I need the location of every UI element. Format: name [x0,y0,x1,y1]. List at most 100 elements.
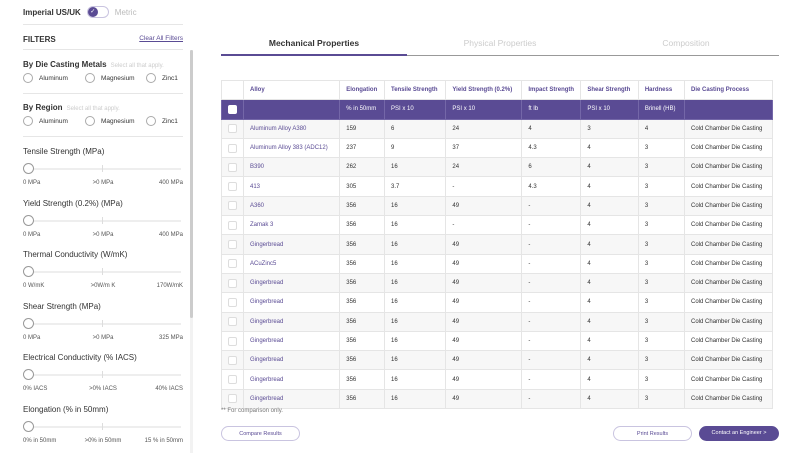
column-header[interactable]: Shear Strength [580,79,639,101]
row-checkbox[interactable] [228,259,237,269]
alloy-link[interactable]: 413 [242,176,341,197]
column-header[interactable]: Tensile Strength [383,79,447,101]
alloy-link[interactable]: Gingerbread [242,350,341,371]
alloy-link[interactable]: Gingerbread [242,272,341,294]
compare-results-button[interactable]: Compare Results [221,426,300,441]
slider-min-label: 0 MPa [23,180,41,186]
alloy-link[interactable]: Gingerbread [242,388,341,410]
radio-zinc1[interactable]: Zinc1 [146,116,178,126]
alloy-link[interactable]: B390 [242,157,341,178]
radio-label: Magnesium [101,74,135,82]
radio-zinc1[interactable]: Zinc1 [146,73,178,83]
table-cell: 16 [383,253,447,274]
row-checkbox[interactable] [228,162,237,172]
slider-thumb[interactable] [23,317,34,329]
range-slider[interactable] [23,214,183,227]
column-header[interactable]: Impact Strength [521,79,582,101]
column-header[interactable]: Yield Strength (0.2%) [445,79,523,101]
print-results-button[interactable]: Print Results [613,426,692,441]
column-header[interactable]: Die Casting Process [684,79,773,101]
slider-thumb[interactable] [23,266,34,277]
scrollbar-thumb[interactable] [190,50,193,318]
table-row: 413 305 3.7-4.3 4 3 Cold Chamber Die Casting [221,176,773,197]
table-cell: 49 [445,234,523,255]
range-slider[interactable] [23,369,183,381]
radio-magnesium[interactable]: Magnesium [85,73,135,83]
alloy-link[interactable]: Gingerbread [242,311,341,332]
range-slider[interactable] [23,163,183,175]
filters-title: FILTERS [23,35,56,44]
row-checkbox[interactable] [228,317,237,327]
table-cell: Cold Chamber Die Casting [684,292,773,313]
row-select-cell [221,176,244,197]
select-all-cell [221,99,244,120]
alloy-link[interactable]: A360 [242,195,341,217]
radio-aluminum[interactable]: Aluminum [23,116,68,126]
row-checkbox[interactable] [228,143,237,153]
unit-toggle[interactable]: ✓ [86,6,109,18]
row-checkbox[interactable] [228,124,237,134]
table-cell: 16 [383,215,447,236]
slider-thumb[interactable] [23,214,34,226]
slider-title: Thermal Conductivity (W/mK) [23,250,128,259]
column-header[interactable]: Elongation [339,79,385,101]
row-checkbox[interactable] [228,375,237,385]
clear-all-filters-link[interactable]: Clear All Filters [139,35,183,42]
table-row: Zamak 3 356 16- -4 3 Cold Chamber Die Casting [221,215,773,236]
slider-thumb[interactable] [23,369,34,380]
unit-toggle-row: Imperial US/UK ✓ Metric [23,6,137,18]
slider-thumb[interactable] [23,420,34,432]
table-cell: - [521,292,582,313]
row-checkbox[interactable] [228,182,237,192]
tab-mechanical-properties[interactable]: Mechanical Properties [268,38,360,48]
contact-engineer-button[interactable]: Contact an Engineer > [699,426,779,441]
alloy-link[interactable]: Gingerbread [242,292,341,313]
table-cell: 4 [580,176,639,197]
alloy-link[interactable]: Aluminum Alloy 383 (ADC12) [242,137,341,159]
row-checkbox[interactable] [228,278,237,288]
range-slider[interactable] [23,420,183,433]
row-checkbox[interactable] [228,220,237,230]
row-checkbox[interactable] [228,297,237,307]
alloy-link[interactable]: ACuZinc5 [242,253,341,274]
tab-physical-properties[interactable]: Physical Properties [463,38,537,48]
table-cell: 237 [339,137,385,159]
tab-composition[interactable]: Composition [662,38,710,48]
slider-title: Elongation (% in 50mm) [23,404,109,414]
select-all-checkbox[interactable] [228,104,237,114]
row-checkbox[interactable] [228,355,237,365]
slider-tick [102,371,103,378]
row-checkbox[interactable] [228,201,237,211]
alloy-link[interactable]: Aluminum Alloy A380 [242,118,341,139]
table-row: Aluminum Alloy 383 (ADC12) 237 9 37 4.3 4 3 Col… [221,137,773,159]
table-cell: 16 [383,292,447,313]
radio-aluminum[interactable]: Aluminum [23,73,68,83]
table-cell: 3 [637,234,686,255]
alloy-link[interactable]: Gingerbread [242,234,341,255]
slider-thumb[interactable] [23,163,34,174]
table-cell: Cold Chamber Die Casting [684,215,773,236]
alloy-link[interactable]: Gingerbread [242,330,341,352]
range-slider[interactable] [23,317,183,330]
row-select-cell [221,388,244,410]
table-cell: 4 [580,330,639,352]
alloy-link[interactable]: Gingerbread [242,369,341,390]
row-checkbox[interactable] [228,336,237,346]
sidebar-scrollbar[interactable] [190,50,193,453]
divider [23,136,183,137]
range-slider[interactable] [23,266,183,278]
radio-label: Zinc1 [162,74,178,82]
table-cell: 3 [637,272,686,294]
table-row: Gingerbread 356 16 49-4 3 Cold Chamber Die Ca… [221,311,773,332]
table-cell: Cold Chamber Die Casting [684,388,773,410]
slider-max-label: 400 MPa [158,231,183,238]
alloy-link[interactable]: Zamak 3 [242,215,341,236]
radio-magnesium[interactable]: Magnesium [85,116,135,126]
row-select-cell [221,253,244,274]
column-header[interactable]: Hardness [637,79,686,101]
group-hint: Select all that apply. [66,106,120,112]
row-checkbox[interactable] [228,394,237,404]
row-checkbox[interactable] [228,240,237,250]
table-cell: 16 [383,350,447,371]
column-header[interactable]: Alloy [242,79,341,101]
